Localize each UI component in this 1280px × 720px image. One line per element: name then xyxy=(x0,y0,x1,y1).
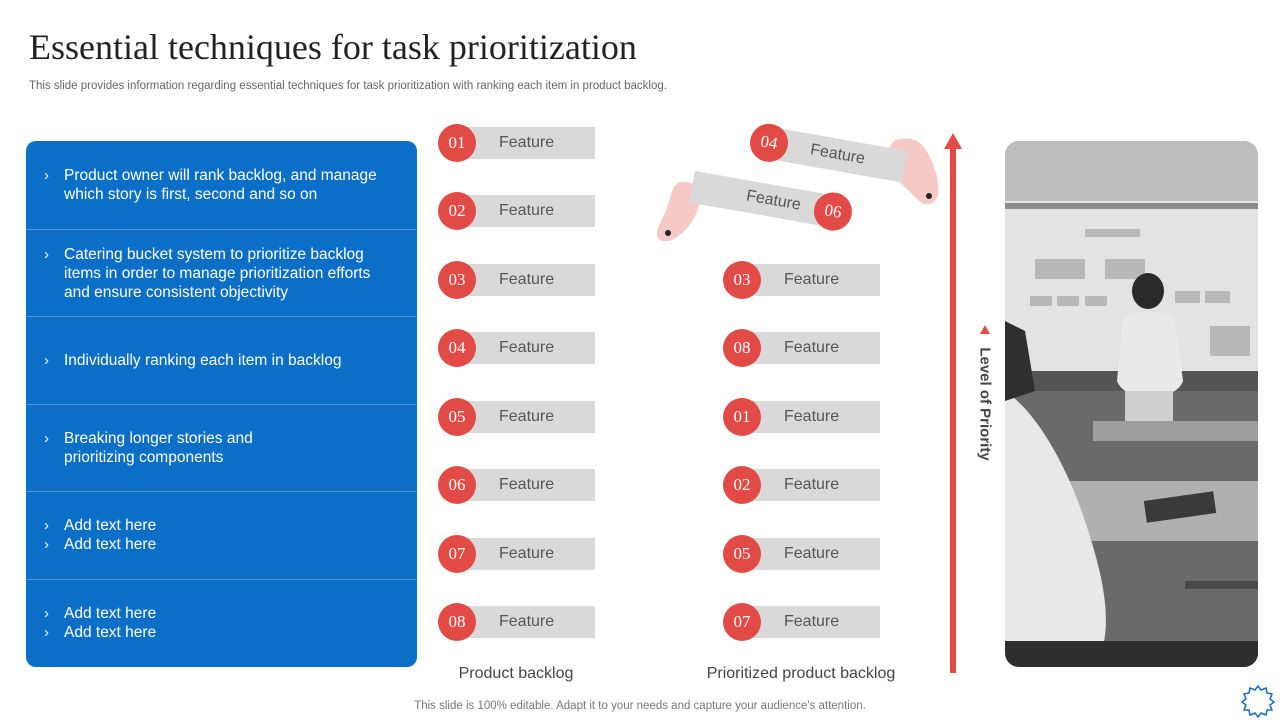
page-subtitle: This slide provides information regardin… xyxy=(29,80,667,92)
backlog-feature-item: Feature 07 xyxy=(438,535,598,573)
feature-number-badge: 01 xyxy=(438,124,476,162)
chevron-right-icon: › xyxy=(44,624,49,641)
arrow-up-icon xyxy=(944,133,962,673)
priority-axis-label: Level of Priority xyxy=(976,347,994,461)
feature-number-badge: 04 xyxy=(438,329,476,367)
feature-label: Feature xyxy=(456,538,595,570)
technique-item: › Individually ranking each item in backl… xyxy=(26,316,417,403)
feature-label: Feature xyxy=(741,264,880,296)
prioritized-feature-item: Feature 07 xyxy=(723,603,883,641)
feature-number-badge: 03 xyxy=(723,261,761,299)
chevron-right-icon: › xyxy=(44,517,49,534)
backlog-feature-item: Feature 05 xyxy=(438,398,598,436)
feature-number-badge: 06 xyxy=(438,466,476,504)
backlog-feature-item: Feature 03 xyxy=(438,261,598,299)
technique-item: › Catering bucket system to prioritize ba… xyxy=(26,229,417,316)
prioritized-feature-item: Feature 01 xyxy=(723,398,883,436)
feature-label: Feature xyxy=(741,538,880,570)
prioritized-feature-item: Feature 03 xyxy=(723,261,883,299)
prioritized-feature-item: Feature 02 xyxy=(723,466,883,504)
technique-text: Add text here xyxy=(64,624,157,641)
feature-number-badge: 01 xyxy=(723,398,761,436)
backlog-feature-item: Feature 06 xyxy=(438,466,598,504)
page-title: Essential techniques for task prioritiza… xyxy=(29,27,637,67)
footer-note: This slide is 100% editable. Adapt it to… xyxy=(414,700,866,712)
technique-text: Add text here xyxy=(64,536,157,553)
technique-text: Add text here xyxy=(64,517,157,534)
moving-feature-item: Feature 04 xyxy=(747,120,911,186)
feature-label: Feature xyxy=(741,332,880,364)
technique-item: › Add text here › Add text here xyxy=(26,491,417,578)
chevron-right-icon: › xyxy=(44,166,49,184)
feature-number-badge: 05 xyxy=(438,398,476,436)
feature-label: Feature xyxy=(741,469,880,501)
feature-number-badge: 05 xyxy=(723,535,761,573)
feature-label: Feature xyxy=(741,606,880,638)
feature-number-badge: 08 xyxy=(438,603,476,641)
backlog-feature-item: Feature 01 xyxy=(438,124,598,162)
technique-text: Add text here xyxy=(64,605,157,622)
prioritized-feature-item: Feature 08 xyxy=(723,329,883,367)
chevron-right-icon: › xyxy=(44,351,49,369)
feature-label: Feature xyxy=(456,127,595,159)
feature-number-badge: 02 xyxy=(723,466,761,504)
feature-label: Feature xyxy=(456,606,595,638)
moving-feature-item: Feature 06 xyxy=(689,168,855,234)
technique-text: Individually ranking each item in backlo… xyxy=(64,351,342,369)
prioritized-backlog-label: Prioritized product backlog xyxy=(706,665,896,682)
chevron-right-icon: › xyxy=(44,605,49,622)
technique-text: Breaking longer stories and prioritizing… xyxy=(64,430,253,466)
chevron-right-icon: › xyxy=(44,430,49,447)
chevron-right-icon: › xyxy=(44,245,49,263)
gear-icon xyxy=(1241,685,1275,718)
chevron-right-icon: › xyxy=(44,536,49,553)
feature-number-badge: 02 xyxy=(438,192,476,230)
triangle-up-icon xyxy=(980,325,990,334)
technique-item: › Product owner will rank backlog, and ma… xyxy=(26,141,417,228)
feature-number-badge: 03 xyxy=(438,261,476,299)
product-backlog-label: Product backlog xyxy=(458,665,574,682)
feature-label: Feature xyxy=(456,332,595,364)
feature-number-badge: 08 xyxy=(723,329,761,367)
prioritized-feature-item: Feature 05 xyxy=(723,535,883,573)
feature-label: Feature xyxy=(456,469,595,501)
feature-label: Feature xyxy=(456,264,595,296)
backlog-feature-item: Feature 08 xyxy=(438,603,598,641)
technique-text: Catering bucket system to prioritize bac… xyxy=(64,245,371,301)
backlog-feature-item: Feature 02 xyxy=(438,192,598,230)
technique-text: Product owner will rank backlog, and man… xyxy=(64,166,377,203)
backlog-feature-item: Feature 04 xyxy=(438,329,598,367)
feature-number-badge: 07 xyxy=(438,535,476,573)
feature-number-badge: 07 xyxy=(723,603,761,641)
technique-item: › Add text here › Add text here xyxy=(26,579,417,666)
presentation-photo xyxy=(1005,141,1258,667)
techniques-panel: › Product owner will rank backlog, and ma… xyxy=(26,141,417,667)
feature-label: Feature xyxy=(689,170,832,227)
feature-label: Feature xyxy=(456,195,595,227)
feature-label: Feature xyxy=(741,401,880,433)
feature-label: Feature xyxy=(456,401,595,433)
technique-item: › Breaking longer stories and prioritizin… xyxy=(26,404,417,491)
